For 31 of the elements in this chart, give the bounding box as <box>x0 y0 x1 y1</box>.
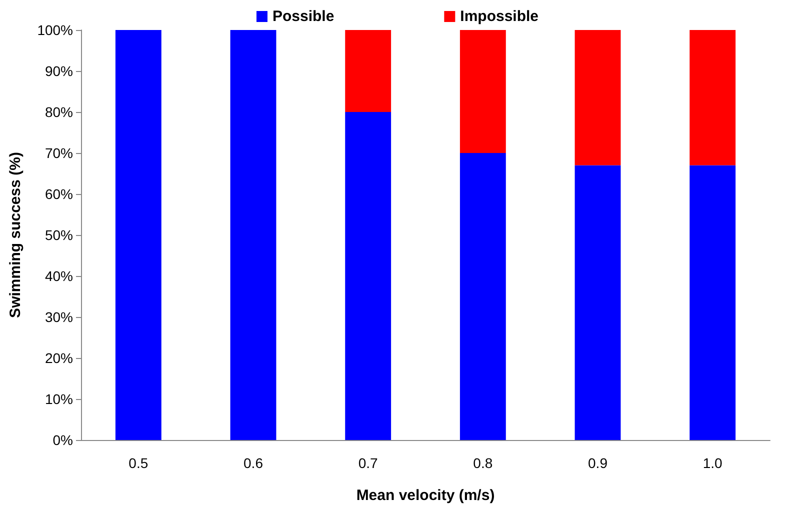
y-tick-label: 60% <box>44 186 73 202</box>
bar <box>345 112 392 440</box>
x-tick-label: 0.7 <box>358 455 378 471</box>
x-tick-label: 0.6 <box>244 455 264 471</box>
y-tick-label: 80% <box>44 104 73 120</box>
y-tick-label: 90% <box>44 63 73 79</box>
y-tick-label: 40% <box>44 268 73 284</box>
bar <box>230 30 276 440</box>
legend-label: Possible <box>272 8 334 25</box>
x-tick-label: 0.9 <box>588 455 608 471</box>
bar <box>690 30 736 166</box>
y-tick-label: 100% <box>37 22 73 38</box>
bar <box>574 165 621 440</box>
y-tick-label: 30% <box>44 309 73 325</box>
bar <box>460 30 506 153</box>
y-tick-label: 20% <box>44 350 73 366</box>
y-tick-label: 10% <box>44 391 73 407</box>
bar <box>345 30 392 112</box>
x-tick-label: 0.5 <box>128 455 148 471</box>
x-tick-label: 0.8 <box>473 455 493 471</box>
bar <box>690 165 736 440</box>
x-axis-title: Mean velocity (m/s) <box>356 487 495 504</box>
y-tick-label: 0% <box>52 432 73 448</box>
legend-label: Impossible <box>460 8 539 25</box>
bar <box>574 30 621 166</box>
bar <box>115 30 162 440</box>
y-tick-label: 50% <box>44 227 73 243</box>
bar <box>460 153 506 440</box>
x-tick-label: 1.0 <box>702 455 723 471</box>
y-axis-title: Swimming success (%) <box>7 152 24 318</box>
y-tick-label: 70% <box>44 145 73 161</box>
